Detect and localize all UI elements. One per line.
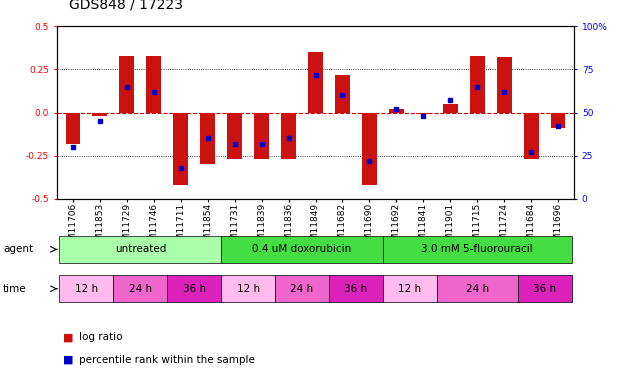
Text: 12 h: 12 h — [237, 284, 260, 294]
Text: 24 h: 24 h — [466, 284, 489, 294]
Bar — [308, 52, 323, 112]
Text: ■: ■ — [63, 355, 74, 365]
Bar — [114, 275, 167, 302]
Text: untreated: untreated — [115, 244, 166, 254]
Text: agent: agent — [3, 244, 33, 254]
Text: ■: ■ — [63, 333, 74, 342]
Bar — [362, 112, 377, 185]
Bar — [146, 56, 161, 112]
Bar — [93, 112, 107, 116]
Text: 3.0 mM 5-fluorouracil: 3.0 mM 5-fluorouracil — [422, 244, 533, 254]
Bar — [443, 104, 457, 112]
Bar — [470, 56, 485, 112]
Bar — [551, 112, 565, 128]
Text: 12 h: 12 h — [75, 284, 98, 294]
Text: 36 h: 36 h — [345, 284, 367, 294]
Bar — [227, 112, 242, 159]
Bar — [383, 236, 572, 263]
Bar — [497, 57, 512, 112]
Text: 36 h: 36 h — [533, 284, 556, 294]
Bar — [221, 275, 275, 302]
Bar — [335, 75, 350, 112]
Text: 24 h: 24 h — [129, 284, 152, 294]
Text: 0.4 uM doxorubicin: 0.4 uM doxorubicin — [252, 244, 351, 254]
Text: GDS848 / 17223: GDS848 / 17223 — [69, 0, 184, 11]
Bar — [383, 275, 437, 302]
Text: 24 h: 24 h — [290, 284, 314, 294]
Text: log ratio: log ratio — [79, 333, 122, 342]
Bar — [389, 109, 404, 112]
Text: 12 h: 12 h — [398, 284, 422, 294]
Text: time: time — [3, 284, 27, 294]
Bar — [329, 275, 383, 302]
Text: percentile rank within the sample: percentile rank within the sample — [79, 355, 255, 365]
Bar — [200, 112, 215, 164]
Bar — [221, 236, 383, 263]
Bar — [275, 275, 329, 302]
Bar — [254, 112, 269, 159]
Bar — [416, 112, 431, 114]
Bar — [174, 112, 188, 185]
Bar — [119, 56, 134, 112]
Bar — [59, 236, 221, 263]
Bar — [66, 112, 80, 144]
Bar — [167, 275, 221, 302]
Bar — [437, 275, 517, 302]
Text: 36 h: 36 h — [182, 284, 206, 294]
Bar — [59, 275, 114, 302]
Bar — [517, 275, 572, 302]
Bar — [281, 112, 296, 159]
Bar — [524, 112, 538, 159]
